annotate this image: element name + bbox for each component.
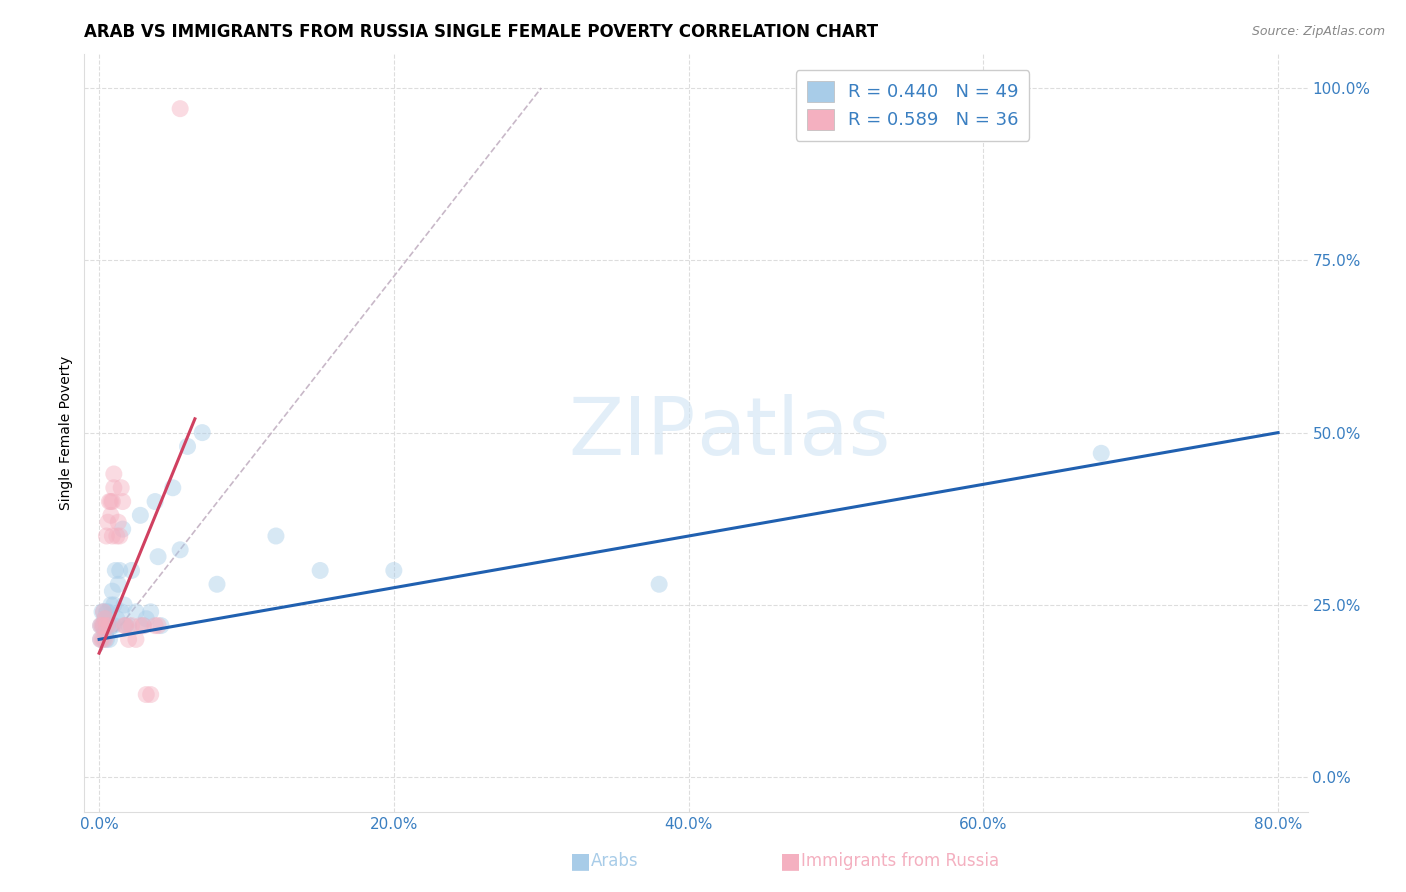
Point (93, 618, 115, 632)
Point (112, 598, 135, 612)
Point (90, 632, 112, 647)
Point (101, 529, 124, 543)
Point (125, 605, 148, 619)
Point (169, 542, 191, 557)
Point (114, 618, 136, 632)
Point (129, 618, 152, 632)
Point (97, 618, 120, 632)
Text: ■: ■ (569, 851, 591, 871)
Point (93, 605, 115, 619)
Point (162, 481, 184, 495)
Point (101, 494, 124, 508)
Point (146, 549, 169, 564)
Point (108, 529, 131, 543)
Text: ■: ■ (780, 851, 801, 871)
Point (90, 618, 112, 632)
Text: Immigrants from Russia: Immigrants from Russia (801, 852, 1000, 870)
Point (101, 618, 124, 632)
Point (146, 618, 169, 632)
Point (100, 494, 122, 508)
Point (125, 632, 148, 647)
Point (107, 515, 129, 529)
Text: Arabs: Arabs (591, 852, 638, 870)
Point (105, 612, 128, 626)
Text: ZIP: ZIP (568, 393, 696, 472)
Point (176, 439, 198, 453)
Point (205, 577, 228, 591)
Text: atlas: atlas (696, 393, 890, 472)
Point (143, 618, 166, 632)
Point (98, 618, 121, 632)
Point (169, 102, 191, 116)
Point (112, 618, 135, 632)
Point (101, 584, 124, 599)
Point (100, 508, 122, 523)
Point (107, 577, 129, 591)
Point (110, 605, 132, 619)
Point (96, 618, 118, 632)
Point (97, 605, 120, 619)
Point (117, 632, 139, 647)
Point (117, 618, 139, 632)
Point (94, 632, 117, 647)
Point (103, 618, 125, 632)
Point (94, 625, 117, 640)
Point (135, 612, 157, 626)
Point (121, 564, 143, 578)
Point (103, 481, 125, 495)
Point (150, 618, 173, 632)
Point (96, 529, 118, 543)
Point (98, 494, 121, 508)
Point (93, 605, 115, 619)
Point (96, 632, 118, 647)
Point (91, 605, 114, 619)
Point (1090, 446, 1112, 460)
Point (91, 618, 114, 632)
Point (121, 618, 143, 632)
Point (191, 425, 214, 440)
Point (103, 467, 125, 481)
Point (98, 618, 121, 632)
Point (111, 522, 134, 536)
Point (139, 688, 162, 702)
Point (129, 508, 152, 523)
Point (100, 598, 122, 612)
Point (94, 612, 117, 626)
Point (93, 618, 115, 632)
Point (108, 564, 131, 578)
Point (97, 515, 120, 529)
Point (91, 632, 114, 647)
Point (96, 618, 118, 632)
Point (90, 632, 112, 647)
Point (135, 688, 157, 702)
Point (111, 494, 134, 508)
Point (648, 577, 671, 591)
Point (139, 605, 162, 619)
Point (132, 618, 155, 632)
Point (264, 529, 287, 543)
Text: Source: ZipAtlas.com: Source: ZipAtlas.com (1251, 25, 1385, 38)
Point (91, 618, 114, 632)
Y-axis label: Single Female Poverty: Single Female Poverty (59, 356, 73, 509)
Point (143, 494, 166, 508)
Point (98, 632, 121, 647)
Point (94, 612, 117, 626)
Point (93, 632, 115, 647)
Point (132, 618, 155, 632)
Text: ARAB VS IMMIGRANTS FROM RUSSIA SINGLE FEMALE POVERTY CORRELATION CHART: ARAB VS IMMIGRANTS FROM RUSSIA SINGLE FE… (84, 23, 879, 41)
Point (103, 598, 125, 612)
Point (382, 564, 405, 578)
Point (90, 618, 112, 632)
Legend: R = 0.440   N = 49, R = 0.589   N = 36: R = 0.440 N = 49, R = 0.589 N = 36 (796, 70, 1029, 141)
Point (309, 564, 332, 578)
Point (104, 564, 127, 578)
Point (114, 618, 136, 632)
Point (110, 481, 132, 495)
Point (105, 529, 128, 543)
Point (96, 605, 118, 619)
